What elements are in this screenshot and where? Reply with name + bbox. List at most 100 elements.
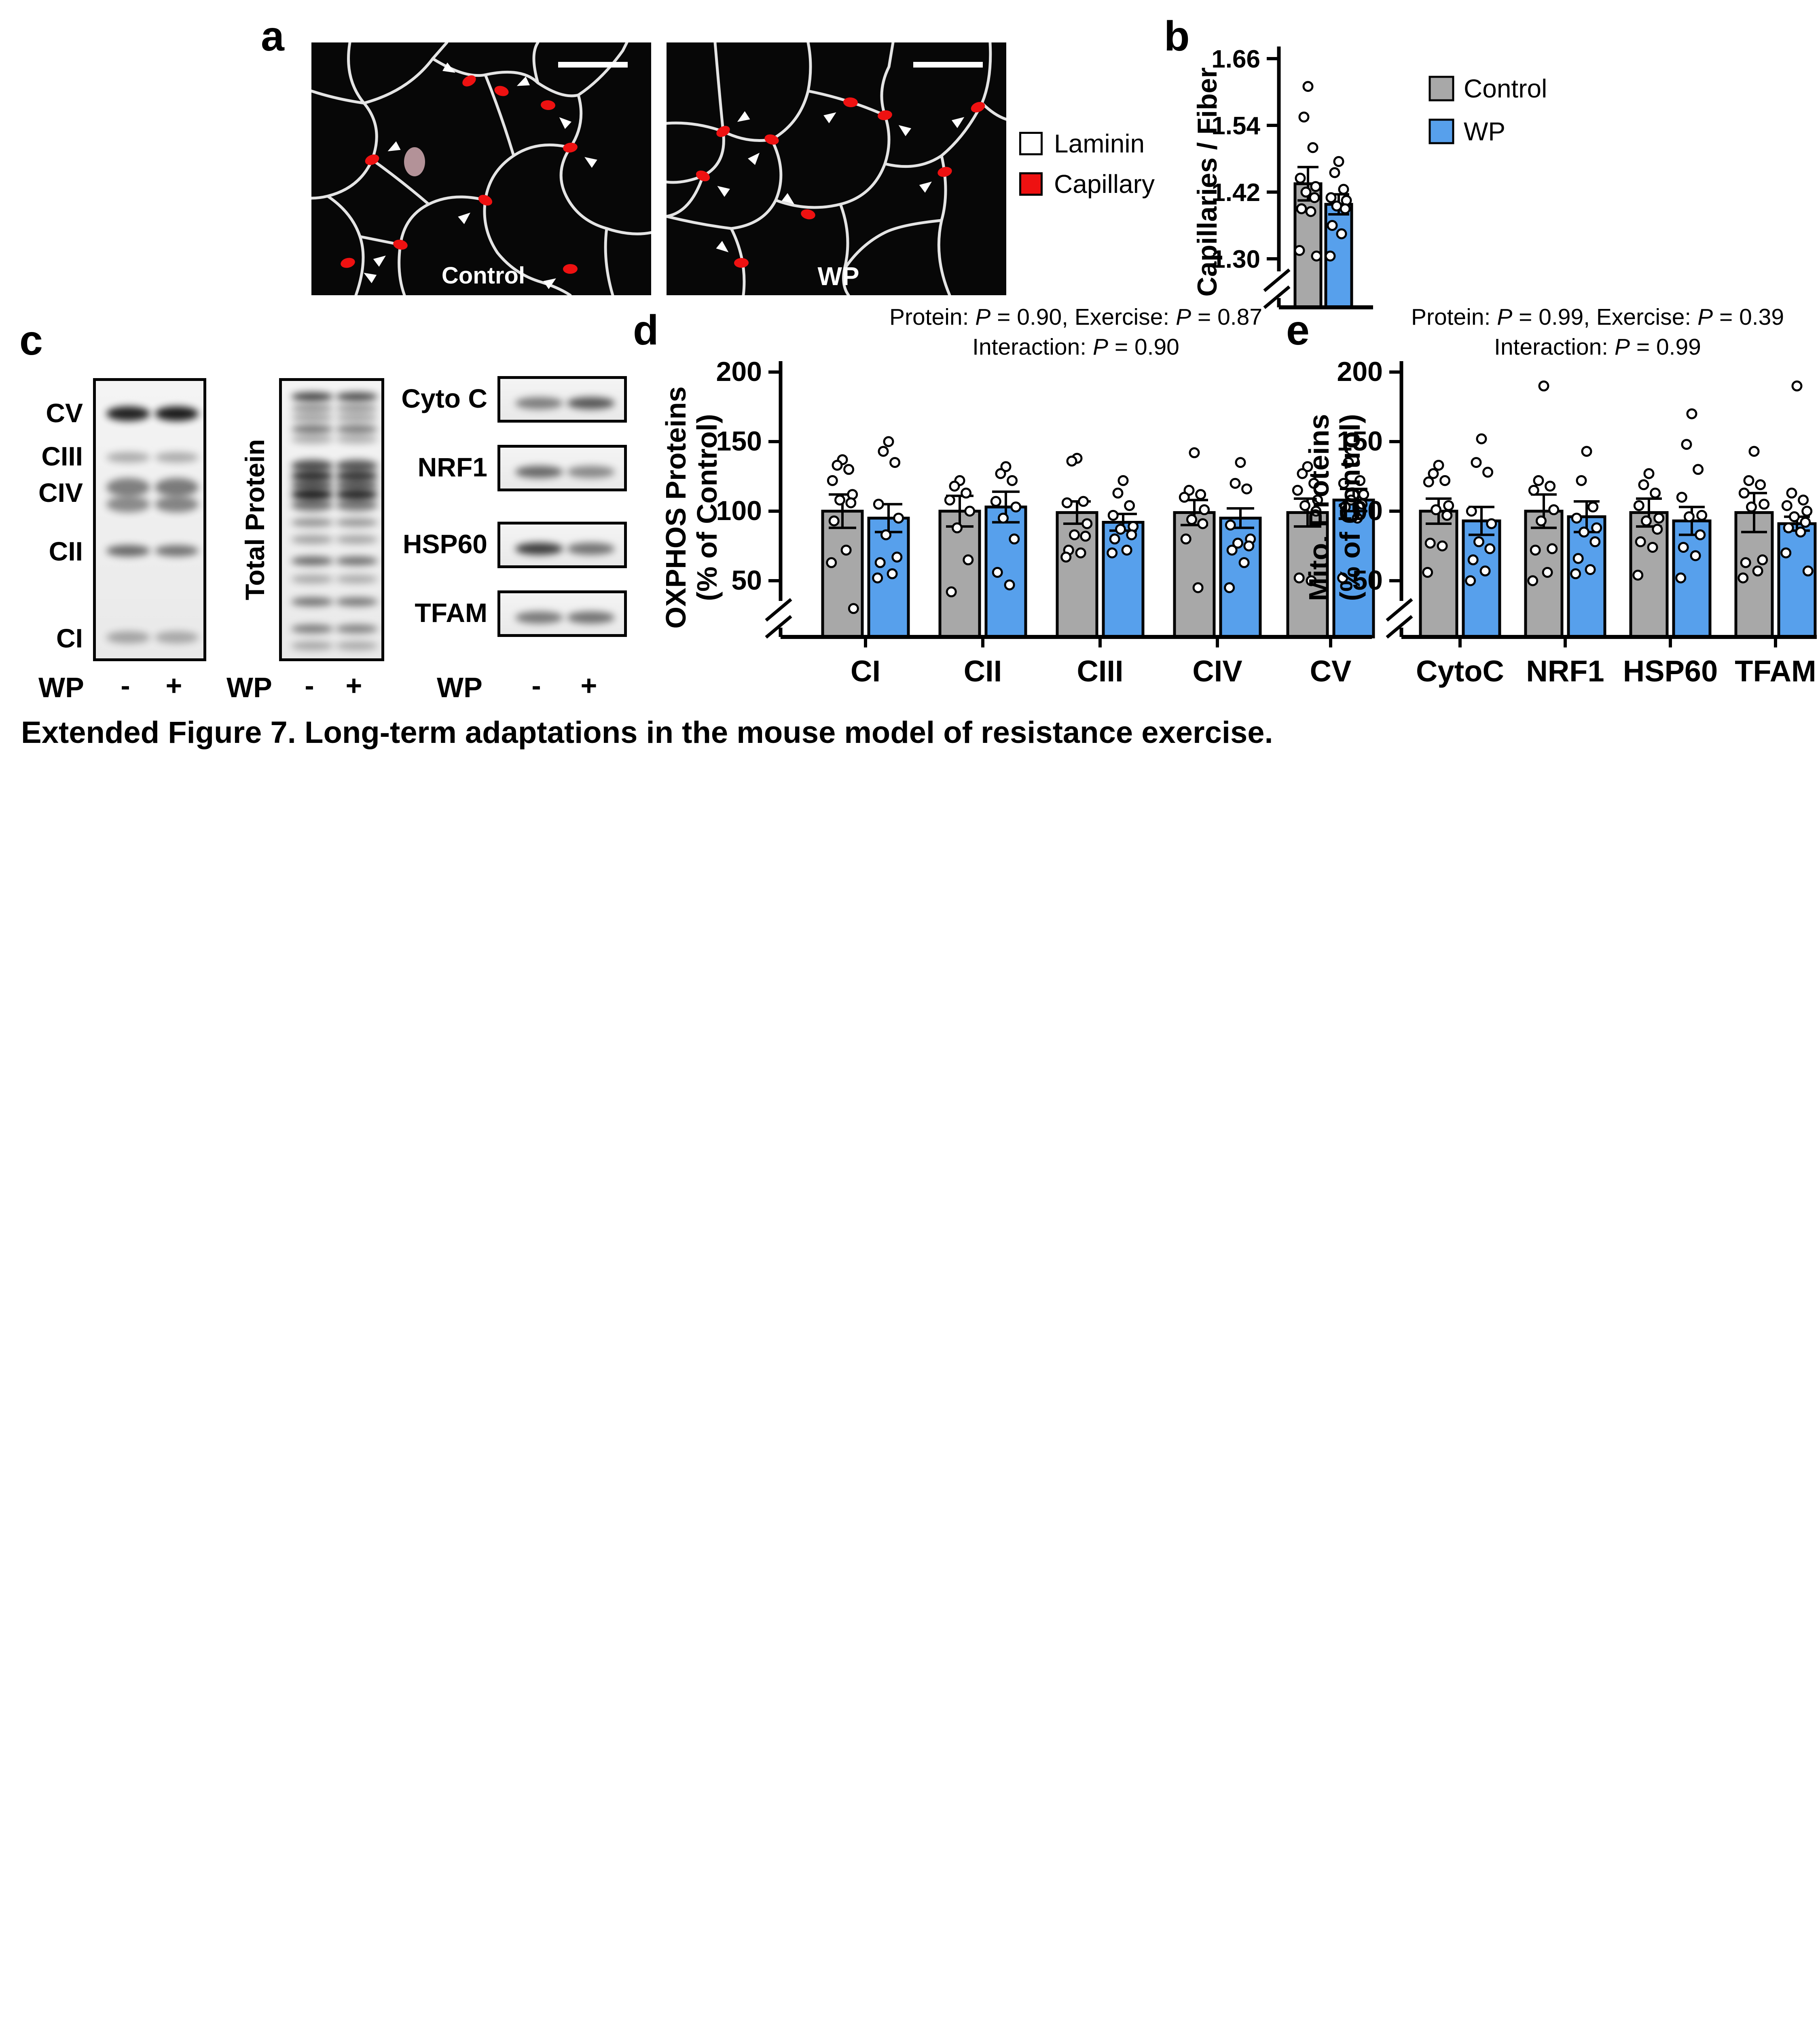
data-point: [1695, 529, 1706, 540]
data-point: [1066, 455, 1077, 467]
blot-band: [335, 413, 378, 422]
laminin-boundary: [605, 227, 651, 235]
laminin-boundary: [532, 42, 540, 85]
blot-band: [155, 406, 199, 421]
data-point: [1791, 380, 1803, 391]
y-tick-label: 1.30: [1211, 245, 1260, 273]
y-tick-label: 150: [716, 426, 762, 457]
arrowhead-icon: [781, 193, 794, 205]
category-label: CV: [1310, 654, 1352, 688]
data-point: [1422, 567, 1433, 578]
data-point: [1225, 519, 1236, 531]
blot-band: [335, 392, 378, 401]
data-point: [1107, 510, 1119, 521]
data-point: [1000, 461, 1012, 472]
data-point: [1343, 457, 1354, 468]
blot-band: [335, 624, 378, 633]
total-protein-label: Total Protein: [240, 439, 270, 601]
capillary-label: Capillary: [1054, 169, 1155, 199]
category-label: CytoC: [1416, 654, 1504, 688]
data-point: [949, 480, 960, 492]
data-point: [883, 436, 894, 447]
data-point: [1802, 565, 1814, 577]
laminin-boundary: [311, 89, 366, 105]
micrograph-control-image: Control: [311, 42, 651, 295]
data-point: [1675, 572, 1687, 584]
data-point: [1581, 446, 1592, 457]
legend-label: Control: [1464, 74, 1547, 103]
blot-band: [291, 403, 334, 412]
oxphos-row-label: CIII: [41, 441, 83, 471]
data-point: [1653, 512, 1665, 524]
capillary-dot: [801, 209, 815, 220]
data-point: [1591, 522, 1602, 533]
data-point: [828, 515, 840, 527]
arrowhead-icon: [516, 76, 530, 86]
blot-band: [291, 597, 334, 606]
data-point: [1484, 543, 1496, 554]
axis-break-mark: [765, 615, 792, 639]
oxphos-proteins-chart: Protein: P = 0.90, Exercise: P = 0.87 Int…: [660, 305, 1375, 688]
data-point: [1743, 475, 1754, 486]
data-point: [1126, 529, 1137, 540]
data-point: [1686, 408, 1697, 419]
data-point: [1545, 480, 1556, 492]
axis-break-mark: [1263, 285, 1291, 309]
data-point: [1801, 506, 1813, 517]
data-point: [1650, 487, 1661, 499]
axis-break-mark: [1386, 615, 1413, 639]
arrowhead-icon: [373, 255, 386, 267]
blot-band: [515, 542, 563, 555]
data-point: [961, 487, 972, 499]
arrowhead-icon: [717, 186, 730, 197]
mito-blot-strip: [497, 522, 627, 568]
data-point: [1443, 500, 1454, 511]
data-point: [1325, 192, 1337, 203]
stats-line: Protein: P = 0.90, Exercise: P = 0.87: [889, 305, 1262, 330]
plus-lane-label: +: [580, 670, 597, 701]
data-point: [1423, 476, 1434, 488]
data-point: [1786, 487, 1797, 499]
y-tick-label: 1.66: [1211, 45, 1260, 73]
data-point: [893, 512, 904, 524]
data-point: [1189, 447, 1200, 459]
micrograph-wp-image: WP: [667, 42, 1006, 295]
data-point: [845, 497, 857, 508]
data-point: [1333, 156, 1344, 167]
data-point: [1681, 439, 1692, 450]
data-point: [1009, 533, 1020, 545]
capillary-dot: [563, 142, 578, 153]
laminin-boundary: [667, 215, 733, 230]
data-point: [1542, 567, 1553, 578]
data-point: [1547, 543, 1558, 554]
data-point: [843, 464, 855, 475]
data-point: [1486, 518, 1497, 529]
data-point: [1755, 479, 1766, 491]
data-point: [1115, 524, 1126, 535]
wp-lane-header: WP: [38, 672, 84, 703]
capillary-dot: [563, 264, 578, 274]
arrowhead-icon: [716, 241, 729, 252]
data-point: [891, 552, 903, 563]
blot-band: [335, 597, 378, 606]
category-label: NRF1: [1526, 654, 1604, 688]
data-point: [946, 586, 957, 598]
blot-band: [335, 425, 378, 434]
capillary-dot: [365, 154, 379, 165]
data-point: [1357, 499, 1368, 510]
arrowhead-icon: [898, 125, 912, 136]
data-point: [1241, 483, 1253, 495]
capillary-dot: [393, 239, 408, 250]
data-point: [1329, 167, 1340, 178]
data-point: [1107, 547, 1118, 558]
data-point: [1309, 192, 1320, 203]
data-point: [1571, 512, 1582, 524]
data-point: [1338, 478, 1349, 489]
data-point: [1308, 478, 1320, 489]
data-point: [952, 522, 963, 533]
data-point: [1297, 468, 1308, 479]
data-point: [878, 446, 889, 457]
blot-band: [335, 518, 378, 527]
data-point: [1232, 537, 1243, 549]
data-point: [1117, 475, 1129, 486]
